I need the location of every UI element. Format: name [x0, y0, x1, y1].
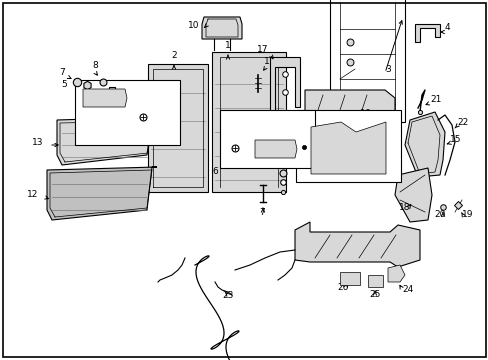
Polygon shape [367, 275, 382, 287]
Text: 25: 25 [368, 290, 380, 299]
Text: 18: 18 [398, 203, 410, 212]
Text: 26: 26 [337, 283, 348, 292]
Text: 19: 19 [461, 210, 472, 219]
Text: 12: 12 [26, 190, 38, 199]
Text: 11: 11 [264, 57, 275, 66]
Polygon shape [202, 17, 242, 39]
Bar [220, 110, 314, 168]
Text: 24: 24 [401, 285, 412, 294]
Polygon shape [339, 272, 359, 285]
Text: 15: 15 [449, 135, 461, 144]
Polygon shape [414, 24, 439, 42]
Polygon shape [294, 222, 419, 267]
Polygon shape [254, 140, 296, 158]
Text: 3: 3 [384, 65, 390, 74]
Polygon shape [57, 117, 157, 165]
Polygon shape [148, 64, 207, 192]
Bar [75, 80, 180, 145]
Text: 8: 8 [92, 61, 98, 70]
Text: 4: 4 [444, 23, 450, 32]
Text: 22: 22 [456, 118, 468, 127]
Bar [295, 110, 400, 182]
Text: 9: 9 [125, 112, 131, 121]
Text: 14: 14 [269, 137, 281, 146]
Text: 7: 7 [259, 208, 264, 217]
Polygon shape [404, 112, 444, 177]
Text: 9: 9 [244, 143, 250, 152]
Text: 5: 5 [61, 80, 67, 89]
Text: 8: 8 [289, 155, 295, 164]
Text: 21: 21 [429, 95, 441, 104]
Text: 7: 7 [59, 68, 65, 77]
Text: 2: 2 [171, 51, 177, 60]
Polygon shape [83, 89, 127, 107]
Polygon shape [269, 57, 299, 112]
Text: 6: 6 [212, 167, 218, 176]
Text: 10: 10 [187, 21, 199, 30]
Polygon shape [305, 90, 394, 130]
Text: 23: 23 [222, 291, 233, 300]
Text: 13: 13 [31, 138, 43, 147]
Text: 16: 16 [359, 109, 371, 118]
Text: 17: 17 [256, 45, 267, 54]
Polygon shape [394, 168, 431, 222]
Polygon shape [212, 52, 285, 192]
Text: 20: 20 [433, 210, 445, 219]
Polygon shape [387, 265, 404, 282]
Polygon shape [310, 122, 385, 174]
Text: 1: 1 [224, 41, 230, 50]
Polygon shape [47, 167, 157, 220]
